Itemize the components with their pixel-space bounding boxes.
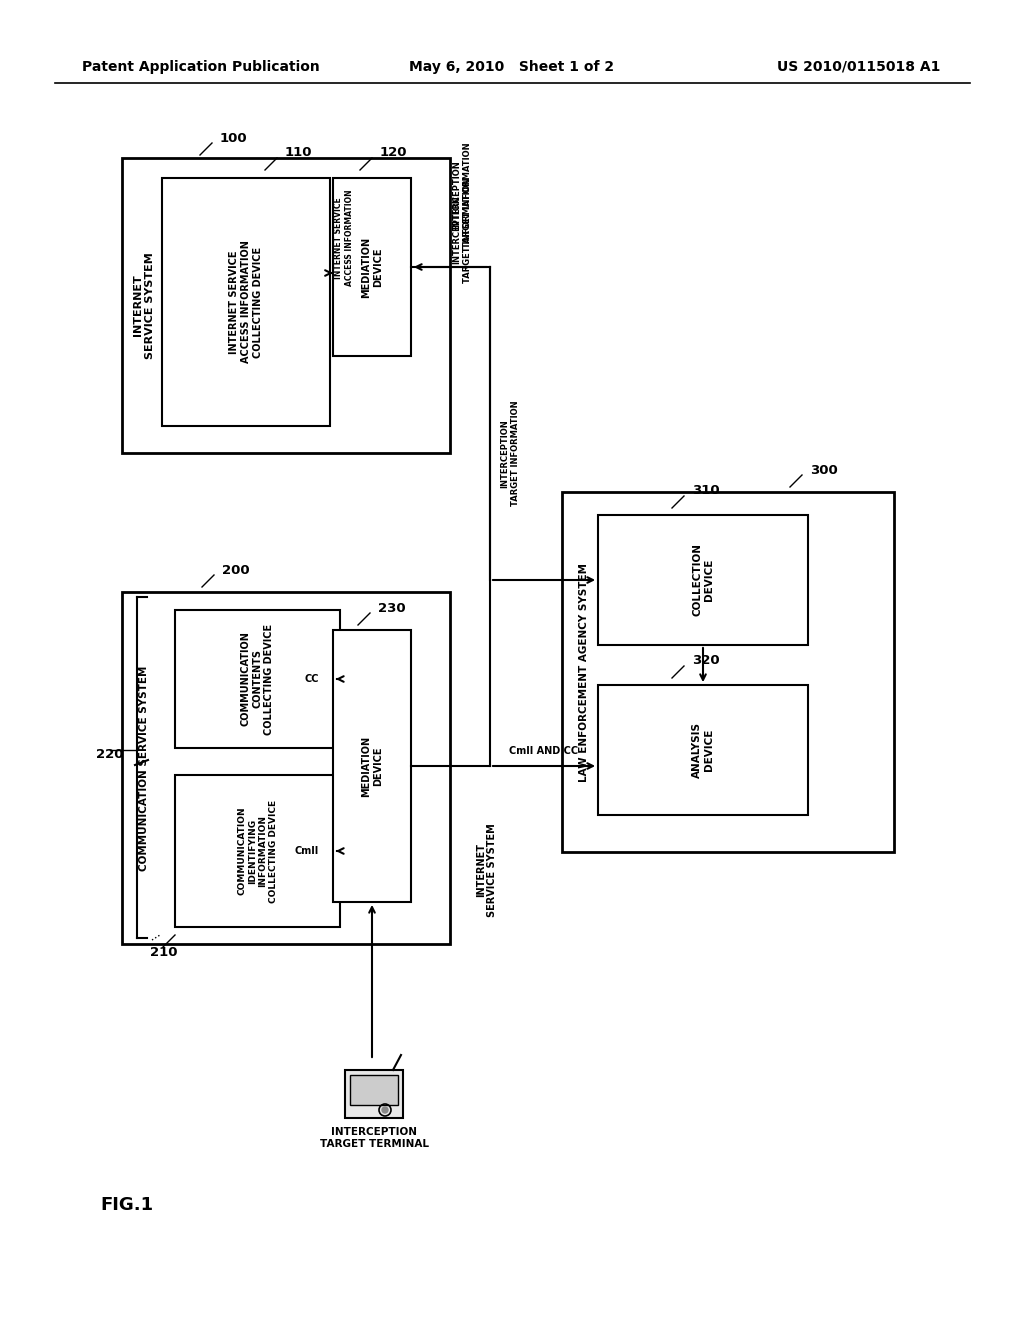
Circle shape bbox=[382, 1107, 388, 1113]
Text: 230: 230 bbox=[378, 602, 406, 615]
Bar bbox=[333, 630, 411, 902]
Text: INTERCEPTION
TARGET INFORMATION: INTERCEPTION TARGET INFORMATION bbox=[501, 401, 520, 507]
Text: INTERNET SERVICE
ACCESS INFORMATION
COLLECTING DEVICE: INTERNET SERVICE ACCESS INFORMATION COLL… bbox=[229, 240, 262, 363]
Bar bbox=[350, 1074, 398, 1105]
Text: 320: 320 bbox=[692, 655, 720, 668]
Text: 110: 110 bbox=[285, 147, 312, 160]
Bar bbox=[598, 685, 808, 814]
Text: 100: 100 bbox=[220, 132, 248, 144]
Text: INTERCEPTION
TARGET INFORMATION: INTERCEPTION TARGET INFORMATION bbox=[453, 143, 472, 248]
Text: CmII AND CC: CmII AND CC bbox=[509, 746, 579, 756]
Text: 200: 200 bbox=[222, 564, 250, 577]
Bar bbox=[345, 1071, 403, 1118]
Text: 300: 300 bbox=[810, 463, 838, 477]
Bar bbox=[598, 515, 808, 645]
Text: 220: 220 bbox=[96, 748, 124, 762]
Text: INTERNET
SERVICE SYSTEM: INTERNET SERVICE SYSTEM bbox=[133, 252, 155, 359]
Text: CmII: CmII bbox=[295, 846, 319, 855]
Text: COLLECTION
DEVICE: COLLECTION DEVICE bbox=[692, 544, 714, 616]
Text: FIG.1: FIG.1 bbox=[100, 1196, 154, 1214]
Text: ANALYSIS
DEVICE: ANALYSIS DEVICE bbox=[692, 722, 714, 777]
Text: INTERCEPTION
TARGET TERMINAL: INTERCEPTION TARGET TERMINAL bbox=[319, 1127, 428, 1148]
Bar bbox=[122, 591, 450, 944]
Text: INTERNET
SERVICE SYSTEM: INTERNET SERVICE SYSTEM bbox=[476, 824, 498, 917]
Bar bbox=[175, 775, 340, 927]
Text: LAW ENFORCEMENT AGENCY SYSTEM: LAW ENFORCEMENT AGENCY SYSTEM bbox=[579, 562, 589, 781]
Text: 310: 310 bbox=[692, 484, 720, 498]
Text: INTERNET SERVICE
ACCESS INFORMATION: INTERNET SERVICE ACCESS INFORMATION bbox=[334, 190, 353, 286]
Bar bbox=[122, 158, 450, 453]
Text: MEDIATION
DEVICE: MEDIATION DEVICE bbox=[361, 236, 383, 297]
Text: 120: 120 bbox=[380, 147, 408, 160]
Text: COMMUNICATION
CONTENTS
COLLECTING DEVICE: COMMUNICATION CONTENTS COLLECTING DEVICE bbox=[241, 623, 274, 734]
Text: US 2010/0115018 A1: US 2010/0115018 A1 bbox=[776, 59, 940, 74]
Text: MEDIATION
DEVICE: MEDIATION DEVICE bbox=[361, 735, 383, 796]
Text: INTERCEPTION
TARGET INFORMATION: INTERCEPTION TARGET INFORMATION bbox=[453, 177, 472, 282]
Text: May 6, 2010   Sheet 1 of 2: May 6, 2010 Sheet 1 of 2 bbox=[410, 59, 614, 74]
Text: COMMUNICATION
IDENTIFYING
INFORMATION
COLLECTING DEVICE: COMMUNICATION IDENTIFYING INFORMATION CO… bbox=[238, 800, 278, 903]
Bar bbox=[162, 178, 330, 426]
Text: CC: CC bbox=[304, 675, 319, 684]
Bar bbox=[562, 492, 894, 851]
Text: Patent Application Publication: Patent Application Publication bbox=[82, 59, 319, 74]
Bar bbox=[175, 610, 340, 748]
Text: COMMUNICATION SERVICE SYSTEM: COMMUNICATION SERVICE SYSTEM bbox=[139, 665, 150, 871]
Bar bbox=[333, 178, 411, 356]
Text: 210: 210 bbox=[150, 946, 177, 960]
